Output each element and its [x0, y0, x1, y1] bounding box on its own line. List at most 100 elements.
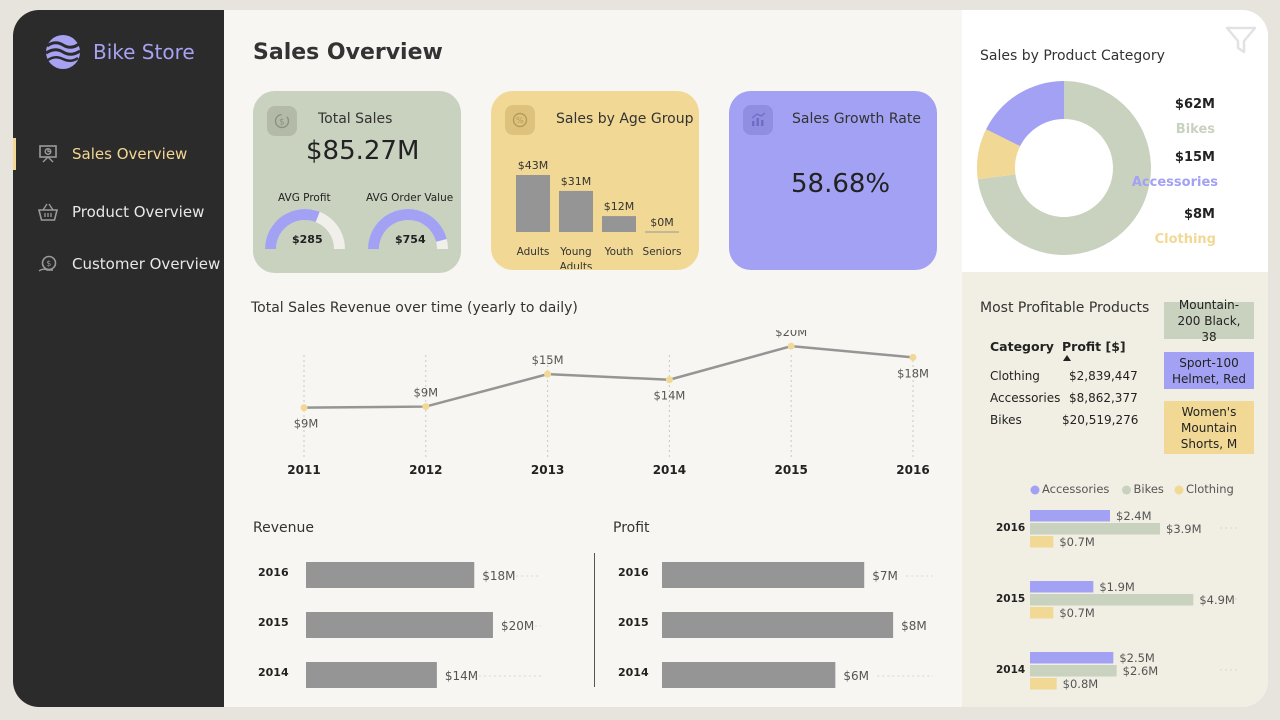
data-label: $6M: [843, 669, 869, 683]
year-label: 2015: [258, 616, 289, 629]
clothing-amount: $8M: [1183, 207, 1215, 222]
x-tick-label: 2014: [653, 463, 686, 477]
bar: [1030, 678, 1057, 690]
data-label: $14M: [445, 669, 478, 683]
data-label: $2.6M: [1123, 664, 1159, 678]
table-row-profit: $8,862,377: [1069, 391, 1138, 405]
bike-store-logo-icon: [45, 35, 81, 69]
sort-desc-icon: [1063, 355, 1071, 361]
data-point: [544, 370, 552, 378]
data-label: $2.4M: [1116, 509, 1152, 523]
data-label: $18M: [897, 366, 929, 380]
nav-item-customer-overview[interactable]: $ Customer Overview: [13, 248, 224, 280]
avg-profit-gauge: [265, 209, 345, 249]
x-tick-label: 2015: [774, 463, 807, 477]
bar: [662, 562, 865, 588]
legend-marker: [1174, 485, 1184, 495]
profitable-panel: Most Profitable Products Category Profit…: [962, 272, 1268, 707]
legend-marker: [1030, 485, 1040, 495]
col-category-header[interactable]: Category: [990, 339, 1054, 354]
filter-icon[interactable]: [1224, 24, 1258, 56]
top-product-tag[interactable]: Sport-100 Helmet, Red: [1164, 352, 1254, 389]
page-title: Sales Overview: [253, 40, 443, 65]
profitable-title: Most Profitable Products: [980, 300, 1150, 316]
avg-order-value-label: AVG Order Value: [366, 192, 454, 204]
year-label: 2015: [618, 616, 649, 629]
bar: [1030, 594, 1194, 606]
bar: [1030, 581, 1094, 593]
donut-slice: [977, 129, 1021, 180]
data-label: $9M: [294, 417, 319, 431]
sidebar: Bike Store Sales Overview Product Overvi…: [13, 10, 224, 707]
age-bar-label: $43M: [518, 159, 549, 172]
percent-gear-icon: %: [505, 105, 535, 135]
data-label: $1.9M: [1099, 580, 1135, 594]
donut-slice: [986, 81, 1064, 147]
revenue-chart-title: Revenue: [253, 520, 314, 536]
data-label: $2.5M: [1119, 651, 1155, 665]
year-label: 2015: [996, 593, 1025, 605]
nav-label-sales-overview: Sales Overview: [72, 145, 188, 163]
age-bar: [516, 175, 550, 232]
bar: [306, 562, 475, 588]
donut-chart-title: Sales by Product Category: [980, 48, 1165, 64]
nav-label-product-overview: Product Overview: [72, 203, 205, 221]
total-sales-value: $85.27M: [306, 136, 420, 166]
top-product-tag[interactable]: Women's Mountain Shorts, M: [1164, 401, 1254, 454]
legend-label: Clothing: [1186, 482, 1234, 496]
legend-label: Bikes: [1134, 482, 1164, 496]
data-label: $15M: [532, 353, 564, 367]
data-label: $18M: [482, 569, 515, 583]
age-bar-label: $0M: [650, 216, 674, 229]
growth-chart-icon: [743, 105, 773, 135]
profit-by-category-year-chart: Accessories Bikes Clothing 2016 $2.4M $3.9M $0…: [996, 482, 1240, 691]
total-sales-card: $ Total Sales $85.27M AVG Profit $285 AV…: [253, 91, 461, 273]
avg-order-value-gauge: [368, 209, 448, 249]
chart-divider: [594, 553, 595, 687]
data-label: $4.9M: [1199, 593, 1235, 607]
profit-chart-title: Profit: [613, 520, 650, 536]
bar: [1030, 510, 1110, 522]
top-product-tag[interactable]: Mountain-200 Black, 38: [1164, 298, 1254, 344]
basket-icon: [37, 203, 59, 221]
nav-item-product-overview[interactable]: Product Overview: [13, 196, 224, 228]
avg-order-value-value: $754: [395, 233, 426, 246]
age-tick-label: Youth: [604, 246, 634, 258]
bar: [306, 612, 493, 638]
data-label: $0.8M: [1063, 677, 1099, 691]
revenue-by-year-chart: 2016 $18M 2015 $20M 2014 $14M: [258, 562, 541, 688]
age-tick-label: Seniors: [643, 246, 682, 258]
avg-profit-value: $285: [292, 233, 323, 246]
col-profit-header[interactable]: Profit [$]: [1062, 339, 1126, 354]
data-label: $20M: [775, 330, 807, 339]
age-bar-label: $12M: [604, 200, 635, 213]
x-tick-label: 2013: [531, 463, 564, 477]
data-point: [665, 376, 673, 384]
legend-label: Accessories: [1042, 482, 1109, 496]
svg-text:%: %: [516, 116, 524, 125]
brand[interactable]: Bike Store: [43, 32, 195, 72]
bar: [306, 662, 437, 688]
table-row-category: Clothing: [990, 369, 1040, 383]
table-row-profit: $2,839,447: [1069, 369, 1138, 383]
nav-item-sales-overview[interactable]: Sales Overview: [13, 138, 224, 170]
bar: [1030, 536, 1054, 548]
brand-name: Bike Store: [93, 40, 195, 64]
bar: [662, 662, 836, 688]
avg-profit-label: AVG Profit: [278, 192, 331, 204]
dollar-cycle-icon: $: [267, 106, 297, 136]
year-label: 2016: [258, 566, 289, 579]
donut-slice: [977, 81, 1151, 255]
age-tick-label: Adults: [560, 261, 593, 269]
bar: [1030, 665, 1117, 677]
bar: [1030, 523, 1160, 535]
svg-text:$: $: [279, 118, 285, 128]
age-bar: [559, 190, 593, 232]
bar: [662, 612, 894, 638]
age-tick-label: Young: [559, 246, 591, 258]
x-tick-label: 2012: [409, 463, 442, 477]
data-point: [787, 342, 795, 350]
customer-cash-icon: $: [38, 255, 57, 272]
age-group-title: Sales by Age Group: [556, 111, 694, 127]
data-label: $0.7M: [1059, 606, 1095, 620]
